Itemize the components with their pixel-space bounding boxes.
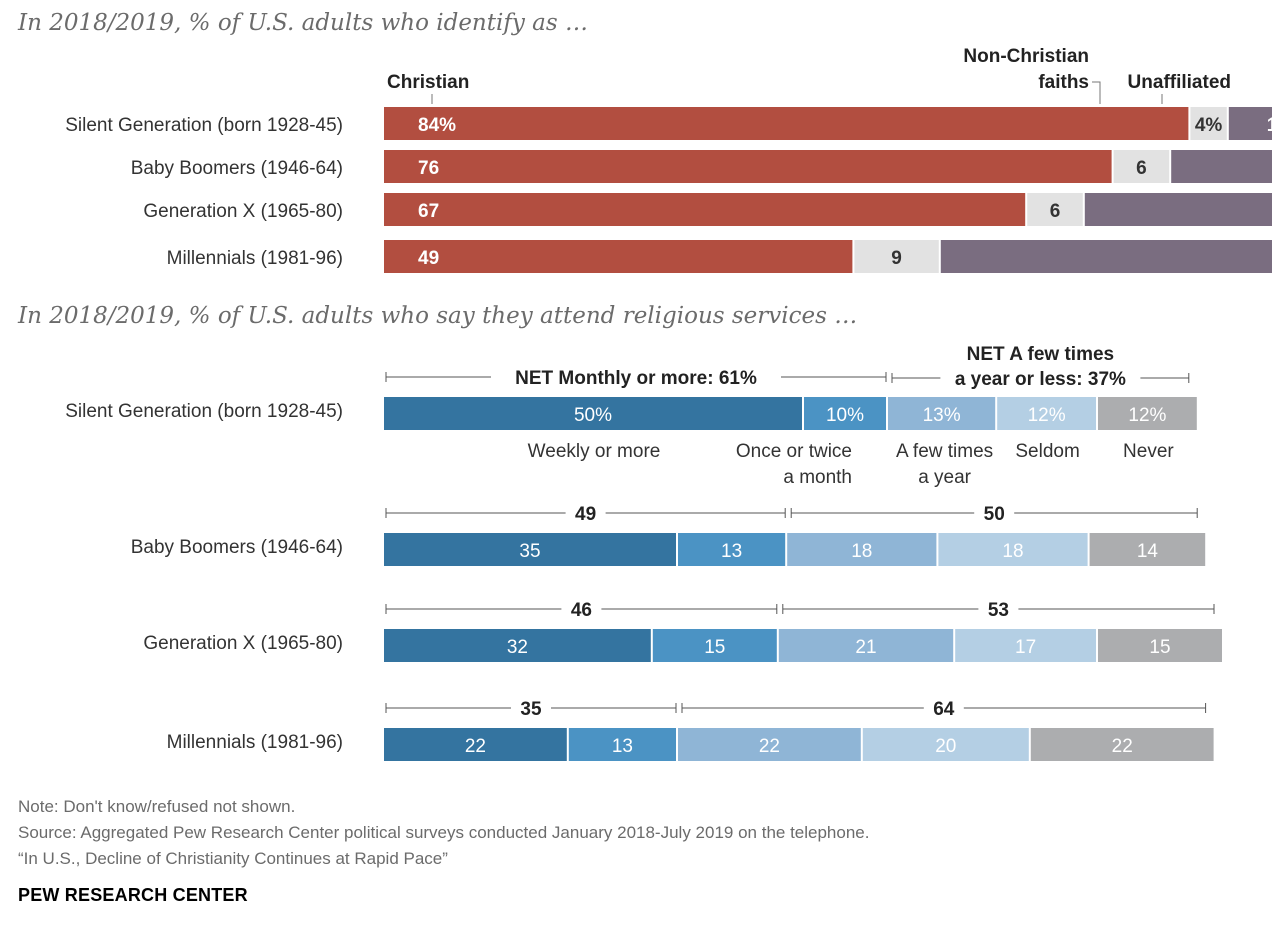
chart-2-data-label: 18 xyxy=(1002,541,1023,562)
chart-2-bar-a-few-times-a-year xyxy=(787,533,937,566)
net-fewtimes-bracket-label: 53 xyxy=(988,600,1009,621)
chart-2-data-label: 12% xyxy=(1128,405,1166,426)
chart-2-bar-never xyxy=(1098,629,1222,662)
chart-1-data-label: 9 xyxy=(891,248,902,269)
chart-1-bar-unaffiliated xyxy=(940,240,1272,273)
attendance-category-monthly-line1: Once or twice xyxy=(736,441,852,462)
attendance-category-seldom: Seldom xyxy=(1015,441,1079,462)
net-fewtimes-bracket-label: 50 xyxy=(984,504,1005,525)
chart-1-bar-christian xyxy=(384,107,1189,140)
chart-1-title: In 2018/2019, % of U.S. adults who ident… xyxy=(17,10,588,36)
chart-2-title: In 2018/2019, % of U.S. adults who say t… xyxy=(17,303,857,329)
chart-2-bar-weekly-or-more xyxy=(384,533,676,566)
chart-2-bar-never xyxy=(1098,397,1197,430)
chart-2-data-label: 32 xyxy=(507,637,528,658)
attendance-category-fewtimes-line2: a year xyxy=(918,467,971,488)
chart-1-data-label: 67 xyxy=(418,201,439,222)
chart-2-bar-weekly-or-more xyxy=(384,728,567,761)
chart-2-category-label: Millennials (1981-96) xyxy=(167,732,343,753)
chart-1-data-label: 76 xyxy=(418,158,439,179)
chart-1-data-label: 84% xyxy=(418,115,456,136)
chart-1-bar-christian xyxy=(384,240,853,273)
chart-2-data-label: 14 xyxy=(1137,541,1159,562)
chart-2-bar-a-few-times-a-year xyxy=(888,397,996,430)
net-monthly-bracket-label: NET Monthly or more: 61% xyxy=(515,368,757,389)
chart-2-data-label: 15 xyxy=(1149,637,1170,658)
brand-logo-text: PEW RESEARCH CENTER xyxy=(18,885,248,905)
chart-1-bar-non-christian-faiths xyxy=(1113,150,1170,183)
chart-1-data-label: 49 xyxy=(418,248,439,269)
chart-1-data-label: 6 xyxy=(1136,158,1147,179)
chart-2-bar-once-or-twice-a-month xyxy=(652,629,777,662)
net-fewtimes-bracket-label: a year or less: 37% xyxy=(955,369,1126,390)
legend-nonchristian-leader xyxy=(1092,81,1101,104)
chart-1-bar-unaffiliated xyxy=(1084,193,1272,226)
chart-1-bar-christian xyxy=(384,193,1026,226)
legend-nonchristian-line2: faiths xyxy=(1038,72,1089,93)
chart-2-data-label: 50% xyxy=(574,405,612,426)
chart-2-bar-a-few-times-a-year xyxy=(778,629,954,662)
chart-2-data-label: 22 xyxy=(465,736,486,757)
chart-2-bar-seldom xyxy=(955,629,1096,662)
chart-2-bar-never xyxy=(1089,533,1206,566)
chart-2-bar-once-or-twice-a-month xyxy=(804,397,886,430)
attendance-category-fewtimes-line1: A few times xyxy=(896,441,993,462)
legend-unaffiliated: Unaffiliated xyxy=(1128,72,1231,93)
chart-1-category-label: Baby Boomers (1946-64) xyxy=(131,158,343,179)
chart-2-data-label: 12% xyxy=(1028,405,1066,426)
chart-2-data-label: 22 xyxy=(1112,736,1133,757)
chart-1-bar-non-christian-faiths xyxy=(1190,107,1227,140)
chart-1-category-label: Generation X (1965-80) xyxy=(143,201,343,222)
chart-2-bar-once-or-twice-a-month xyxy=(568,728,676,761)
chart-2-bar-weekly-or-more xyxy=(384,397,802,430)
net-monthly-bracket-label: 35 xyxy=(520,699,542,720)
chart-2-data-label: 13 xyxy=(721,541,742,562)
chart-2-category-label: Baby Boomers (1946-64) xyxy=(131,537,343,558)
net-monthly-bracket-label: 49 xyxy=(575,504,596,525)
attendance-category-monthly-line2: a month xyxy=(783,467,852,488)
chart-2-bar-seldom xyxy=(938,533,1088,566)
legend-nonchristian-line1: Non-Christian xyxy=(963,46,1089,67)
chart-1-bar-non-christian-faiths xyxy=(1027,193,1083,226)
chart-1-bar-non-christian-faiths xyxy=(854,240,939,273)
attendance-category-never: Never xyxy=(1123,441,1174,462)
footer-note: Note: Don't know/refused not shown. xyxy=(18,797,296,816)
chart-1-data-label: 10% xyxy=(1267,115,1272,136)
chart-2-data-label: 20 xyxy=(935,736,956,757)
net-monthly-bracket-label: 46 xyxy=(571,600,592,621)
chart-2-category-label: Silent Generation (born 1928-45) xyxy=(65,401,343,422)
chart-2-bar-seldom xyxy=(862,728,1029,761)
chart-2-data-label: 13% xyxy=(923,405,961,426)
chart-2-data-label: 13 xyxy=(612,736,633,757)
chart-2-data-label: 22 xyxy=(759,736,780,757)
footer-source: Source: Aggregated Pew Research Center p… xyxy=(18,823,870,842)
chart-2-data-label: 15 xyxy=(704,637,725,658)
chart-2-bar-weekly-or-more xyxy=(384,629,651,662)
chart-2-data-label: 10% xyxy=(826,405,864,426)
chart-1-data-label: 6 xyxy=(1050,201,1061,222)
footer-report: “In U.S., Decline of Christianity Contin… xyxy=(18,849,448,868)
chart-1-bar-unaffiliated xyxy=(1228,107,1272,140)
net-fewtimes-label-line1: NET A few times xyxy=(967,344,1114,365)
chart-2-data-label: 17 xyxy=(1015,637,1036,658)
chart-1-category-label: Silent Generation (born 1928-45) xyxy=(65,115,343,136)
chart-2-data-label: 21 xyxy=(855,637,876,658)
chart-1-category-label: Millennials (1981-96) xyxy=(167,248,343,269)
legend-christian: Christian xyxy=(387,72,469,93)
chart-1-bar-unaffiliated xyxy=(1171,150,1272,183)
attendance-category-weekly: Weekly or more xyxy=(528,441,661,462)
net-fewtimes-bracket-label: 64 xyxy=(933,699,955,720)
chart-2-data-label: 18 xyxy=(851,541,872,562)
chart-1-data-label: 4% xyxy=(1195,115,1223,136)
chart-2-data-label: 35 xyxy=(519,541,540,562)
chart-1-bar-christian xyxy=(384,150,1112,183)
chart-2-bar-never xyxy=(1030,728,1214,761)
chart-2-category-label: Generation X (1965-80) xyxy=(143,633,343,654)
chart-2-bar-a-few-times-a-year xyxy=(678,728,861,761)
chart-2-bar-once-or-twice-a-month xyxy=(678,533,786,566)
chart-2-bar-seldom xyxy=(997,397,1096,430)
